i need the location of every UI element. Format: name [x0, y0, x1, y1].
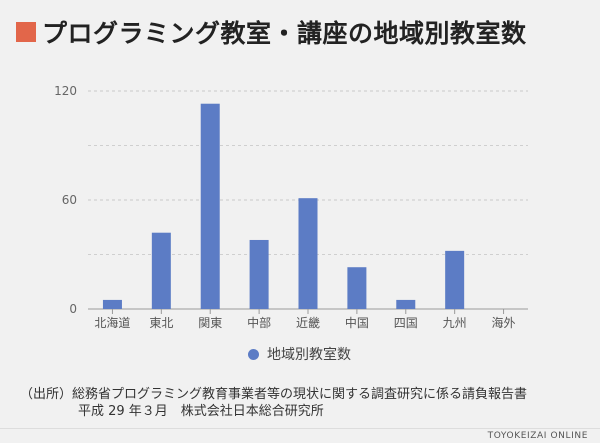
x-tick-label: 東北 — [149, 316, 173, 330]
legend: 地域別教室数 — [248, 344, 351, 364]
title-marker — [16, 22, 36, 42]
bar-3 — [249, 239, 269, 309]
footer — [0, 428, 600, 443]
bar-1 — [151, 232, 171, 309]
source-line-2: 平成 29 年３月 株式会社日本総合研究所 — [78, 404, 324, 419]
source-note: （出所）総務省プログラミング教育事業者等の現状に関する調査研究に係る請負報告書 … — [20, 386, 527, 420]
legend-swatch — [248, 348, 259, 360]
x-tick-label: 関東 — [198, 316, 222, 330]
bar-4 — [298, 198, 318, 309]
bar-0 — [102, 299, 122, 309]
bar-6 — [396, 299, 416, 309]
x-tick-label: 海外 — [492, 315, 516, 330]
y-tick-label: 0 — [69, 302, 77, 316]
source-line-1: （出所）総務省プログラミング教育事業者等の現状に関する調査研究に係る請負報告書 — [20, 387, 528, 402]
legend-label: 地域別教室数 — [267, 347, 351, 363]
bar-chart: 0 60 120 北海道 東北 関東 中部 近畿 中国 四国 九州 海外 — [54, 84, 528, 330]
x-tick-label: 近畿 — [296, 316, 320, 330]
brand-logo-text: TOYOKEIZAI ONLINE — [487, 431, 588, 441]
y-tick-label: 120 — [54, 84, 77, 98]
bar-5 — [347, 267, 367, 309]
bar-2 — [200, 103, 220, 309]
x-tick-label: 九州 — [443, 316, 467, 330]
title-block: プログラミング教室・講座の地域別教室数 — [16, 14, 527, 50]
chart-title: プログラミング教室・講座の地域別教室数 — [42, 19, 527, 48]
y-tick-label: 60 — [62, 193, 77, 207]
x-tick-label: 北海道 — [94, 315, 130, 330]
x-tick-label: 中部 — [247, 315, 271, 330]
x-tick-label: 中国 — [345, 315, 369, 330]
bar-7 — [445, 250, 465, 309]
x-tick-label: 四国 — [394, 316, 418, 330]
